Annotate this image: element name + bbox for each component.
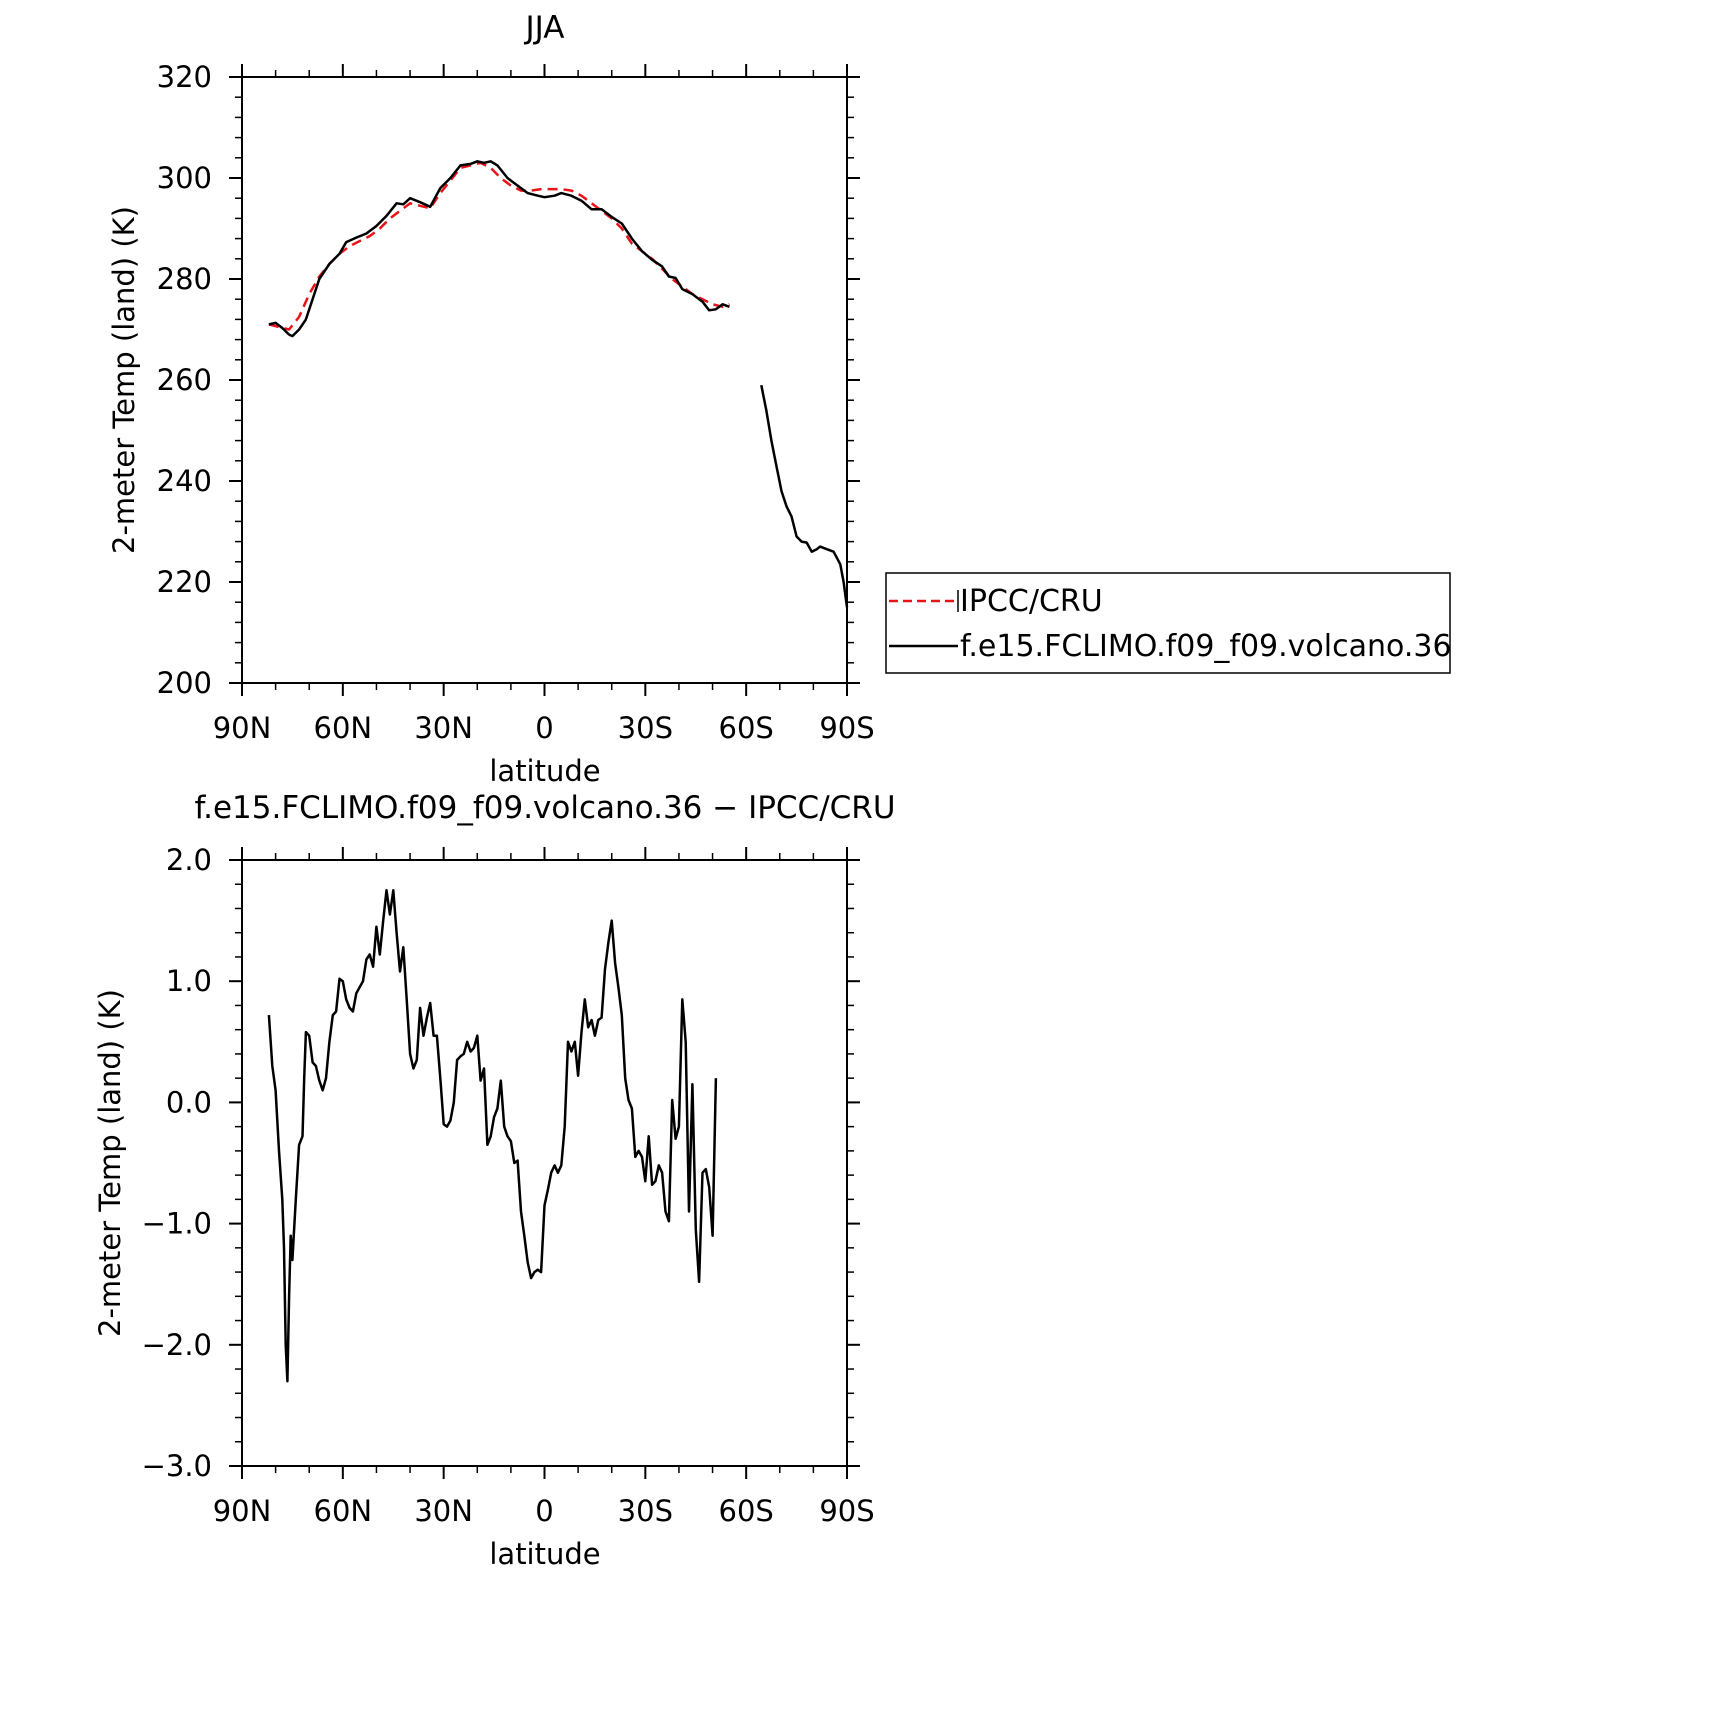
top-y-tick-label: 200 — [157, 666, 212, 700]
top-y-tick-label: 300 — [157, 161, 212, 195]
top-x-tick-label: 90S — [819, 711, 874, 745]
top-y-axis-label: 2-meter Temp (land) (K) — [107, 206, 141, 554]
legend-label-ipcc-cru: IPCC/CRU — [960, 584, 1103, 619]
bottom-panel: f.e15.FCLIMO.f09_f09.volcano.36 − IPCC/C… — [93, 790, 896, 1571]
top-series-model-line — [760, 384, 849, 608]
top-y-tick-label: 260 — [157, 363, 212, 397]
top-plot-area: 90N 60N 30N 0 30S 60S 90S 200 220 240 260 280 300 320 — [157, 60, 875, 745]
legend-box — [885, 572, 1451, 674]
top-y-tick-label: 240 — [157, 464, 212, 498]
bottom-x-axis-label: latitude — [489, 1537, 600, 1571]
bottom-x-tick-label: 90N — [213, 1494, 272, 1528]
bottom-y-tick-label: −3.0 — [142, 1449, 212, 1483]
bottom-series-model-line — [267, 889, 718, 1383]
top-chart-title: JJA — [524, 10, 565, 46]
bottom-x-tick-label: 90S — [819, 1494, 874, 1528]
bottom-x-tick-label: 0 — [535, 1494, 553, 1528]
top-x-tick-label: 60S — [719, 711, 774, 745]
top-x-tick-label: 90N — [213, 711, 272, 745]
bottom-chart-title: f.e15.FCLIMO.f09_f09.volcano.36 − IPCC/C… — [194, 790, 895, 826]
top-y-tick-label: 280 — [157, 262, 212, 296]
legend-label-model: f.e15.FCLIMO.f09_f09.volcano.36 — [960, 629, 1452, 664]
bottom-x-tick-label: 30S — [618, 1494, 673, 1528]
top-x-tick-label: 60N — [314, 711, 373, 745]
top-series-model-line — [268, 160, 730, 338]
top-y-tick-label: 220 — [157, 565, 212, 599]
top-series-ipcc-cru-line — [268, 161, 730, 331]
top-y-tick-label: 320 — [157, 60, 212, 94]
bottom-y-axis-label: 2-meter Temp (land) (K) — [93, 989, 127, 1337]
bottom-y-tick-label: 1.0 — [166, 964, 212, 998]
bottom-plot-area: 90N 60N 30N 0 30S 60S 90S 2.0 1.0 0.0 −1.0 −2.0 −3.0 — [142, 843, 875, 1528]
bottom-x-tick-label: 60S — [719, 1494, 774, 1528]
bottom-y-tick-label: 0.0 — [166, 1085, 212, 1119]
top-x-tick-label: 30N — [414, 711, 473, 745]
bottom-y-tick-label: 2.0 — [166, 843, 212, 877]
top-panel: JJA 90N 60N 30N 0 30S 60S 90S 200 220 240 260 280 30… — [107, 10, 1452, 788]
top-axes-frame — [241, 76, 848, 684]
top-x-tick-label: 30S — [618, 711, 673, 745]
top-x-tick-label: 0 — [535, 711, 553, 745]
top-x-axis-label: latitude — [489, 754, 600, 788]
legend: IPCC/CRU f.e15.FCLIMO.f09_f09.volcano.36 — [885, 572, 1452, 674]
bottom-y-tick-label: −2.0 — [142, 1328, 212, 1362]
bottom-axes-frame — [241, 859, 848, 1467]
bottom-x-tick-label: 60N — [314, 1494, 373, 1528]
bottom-y-tick-label: −1.0 — [142, 1207, 212, 1241]
bottom-x-tick-label: 30N — [414, 1494, 473, 1528]
